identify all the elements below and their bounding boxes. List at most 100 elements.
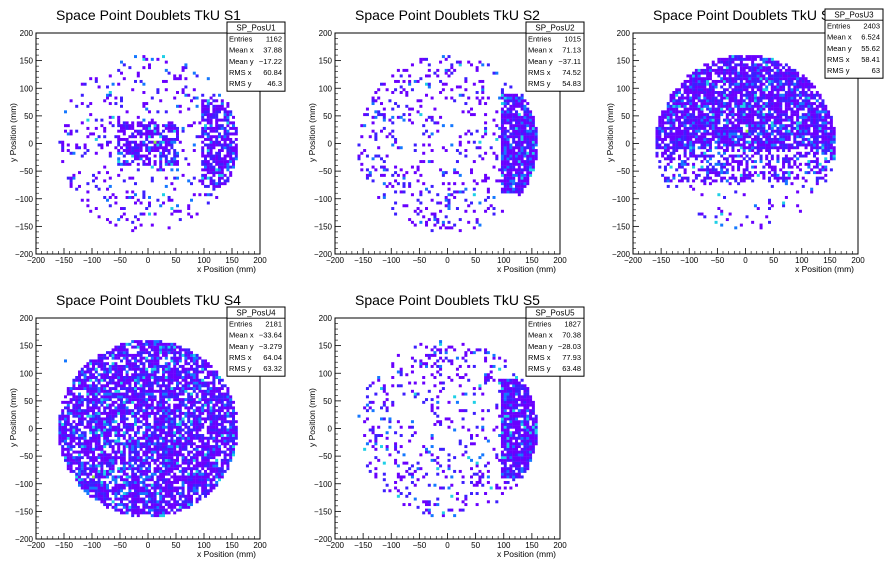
heatmap-cell [72, 456, 76, 460]
heatmap-cell [391, 74, 395, 78]
heatmap-cell [529, 121, 533, 125]
heatmap-cell [128, 461, 132, 465]
heatmap-cell [75, 425, 79, 429]
x-tick-label: −150 [652, 256, 671, 265]
heatmap-cell [92, 414, 95, 418]
heatmap-cell [784, 77, 788, 81]
heatmap-cell [523, 179, 527, 183]
heatmap-cell [773, 129, 777, 133]
heatmap-cell [810, 110, 814, 114]
heatmap-cell [815, 143, 819, 147]
heatmap-cell [145, 494, 149, 498]
heatmap-cell [725, 157, 729, 161]
heatmap-cell [111, 378, 115, 382]
heatmap-cell [103, 445, 107, 449]
heatmap-cell [731, 57, 735, 61]
heatmap-cell [815, 165, 819, 169]
heatmap-cell [703, 79, 707, 83]
heatmap-cell [520, 149, 524, 152]
heatmap-cell [128, 126, 132, 130]
heatmap-cell [790, 157, 794, 161]
heatmap-cell [66, 434, 70, 437]
heatmap-cell [773, 107, 777, 111]
heatmap-cell [114, 223, 118, 227]
heatmap-cell [784, 93, 788, 97]
heatmap-cell [470, 63, 474, 67]
heatmap-cell [706, 118, 710, 122]
heatmap-cell [125, 431, 129, 435]
heatmap-cell [162, 149, 165, 152]
heatmap-cell [672, 118, 676, 122]
heatmap-cell [117, 436, 121, 440]
heatmap-cell [706, 121, 710, 125]
heatmap-cell [374, 91, 378, 94]
heatmap-cell [689, 104, 693, 108]
heatmap-cell [810, 187, 814, 191]
heatmap-cell [142, 398, 146, 402]
x-tick-label: −150 [55, 256, 74, 265]
heatmap-cell [66, 450, 70, 454]
heatmap-cell [86, 409, 90, 413]
heatmap-cell [506, 93, 510, 97]
heatmap-cell [139, 436, 143, 440]
heatmap-cell [773, 124, 777, 128]
heatmap-cell [145, 483, 149, 487]
heatmap-cell [78, 475, 81, 479]
heatmap-cell [108, 353, 112, 357]
heatmap-cell [506, 115, 510, 119]
heatmap-cell [694, 77, 698, 81]
heatmap-cell [776, 85, 780, 89]
heatmap-cell [798, 85, 802, 89]
heatmap-cell [506, 182, 510, 186]
heatmap-cell [220, 124, 224, 128]
heatmap-cell [69, 456, 73, 460]
heatmap-cell [108, 434, 112, 437]
heatmap-cell [478, 79, 482, 83]
heatmap-cell [703, 118, 707, 122]
heatmap-cell [782, 160, 786, 164]
heatmap-cell [58, 425, 62, 429]
heatmap-cell [821, 132, 825, 136]
heatmap-cell [198, 135, 202, 139]
heatmap-cell [86, 378, 90, 382]
heatmap-cell [419, 201, 423, 205]
heatmap-cell [131, 480, 135, 484]
heatmap-cell [108, 417, 112, 421]
heatmap-cell [453, 223, 457, 227]
heatmap-cell [92, 395, 95, 399]
heatmap-cell [427, 190, 431, 194]
heatmap-cell [815, 157, 819, 161]
heatmap-cell [672, 126, 676, 130]
chart-title: Space Point Doublets TkU S1 [56, 7, 241, 23]
heatmap-cell [72, 450, 76, 454]
heatmap-cell [798, 135, 802, 139]
heatmap-cell [708, 176, 712, 180]
heatmap-cell [229, 126, 233, 130]
heatmap-cell [759, 132, 763, 136]
heatmap-cell [92, 173, 95, 177]
heatmap-cell [436, 218, 440, 222]
heatmap-cell [725, 68, 729, 72]
heatmap-cell [770, 85, 774, 89]
heatmap-cell [697, 104, 701, 108]
heatmap-cell [706, 77, 710, 81]
heatmap-cell [201, 151, 205, 155]
heatmap-cell [447, 193, 451, 197]
heatmap-cell [534, 151, 538, 155]
heatmap-cell [436, 220, 440, 224]
heatmap-cell [739, 68, 743, 72]
heatmap-cell [103, 436, 107, 440]
heatmap-cell [790, 118, 794, 122]
heatmap-cell [692, 165, 696, 169]
heatmap-cell [680, 104, 684, 108]
heatmap-cell [206, 110, 210, 114]
heatmap-cell [181, 126, 185, 130]
heatmap-cell [64, 425, 67, 429]
heatmap-cell [731, 110, 735, 114]
heatmap-cell [703, 77, 707, 81]
heatmap-cell [661, 173, 665, 177]
heatmap-cell [810, 104, 814, 108]
heatmap-cell [804, 82, 808, 86]
heatmap-cell [821, 137, 825, 141]
heatmap-cell [128, 500, 132, 504]
